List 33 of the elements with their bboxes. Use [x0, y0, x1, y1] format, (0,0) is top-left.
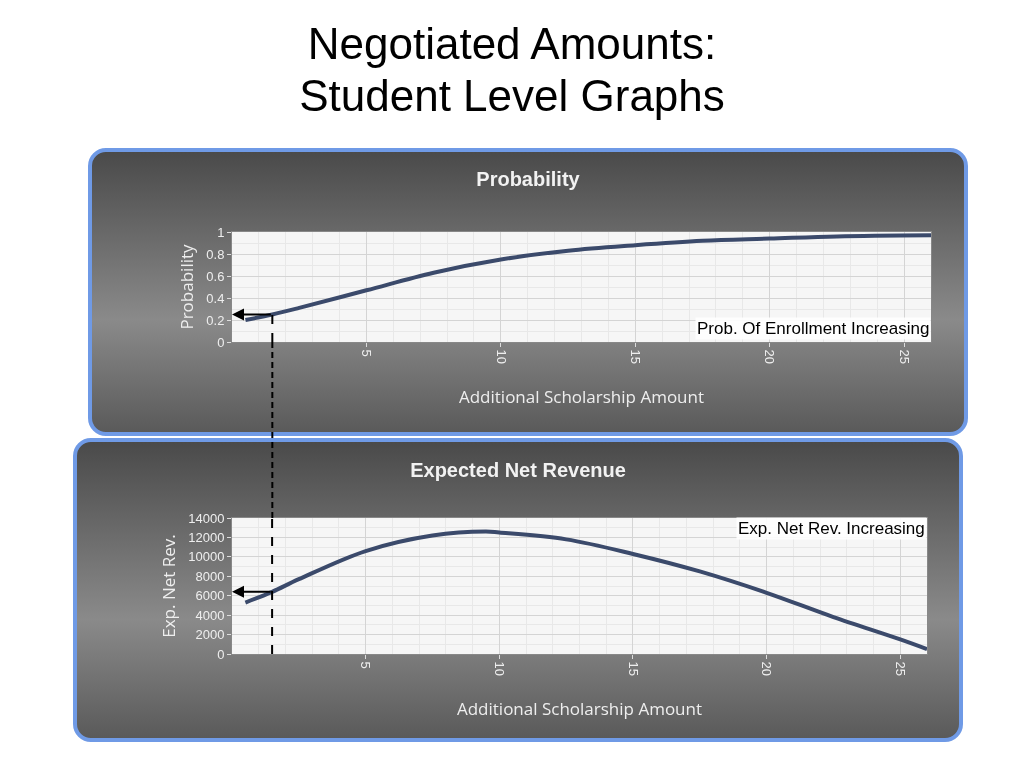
x-axis-title: Additional Scholarship Amount [456, 697, 703, 720]
x-tick-label: 5 [358, 661, 374, 669]
y-tick-label: 4000 [195, 607, 225, 623]
y-tick-label: 12000 [188, 529, 225, 545]
x-tick-label: 15 [625, 661, 641, 677]
y-tick-label: 0.4 [206, 290, 225, 306]
x-tick-label: 25 [893, 661, 909, 677]
x-tick-label: 10 [492, 661, 508, 677]
chart-title: Negotiated Amounts: Student Level Graphs [298, 18, 726, 122]
y-tick-label: 0.6 [206, 268, 225, 284]
y-tick-label: 6000 [195, 588, 225, 604]
chart-title: Expected Net Revenue [410, 458, 626, 481]
x-tick-label: 20 [759, 661, 775, 677]
y-tick-label: 0 [217, 646, 225, 662]
y-tick-label: 2000 [195, 627, 225, 643]
x-tick-label: 20 [762, 349, 778, 365]
x-tick-label: 10 [493, 349, 509, 365]
x-tick-label: 5 [359, 349, 375, 357]
y-tick-label: 0 [217, 334, 225, 350]
y-tick-label: 8000 [195, 568, 225, 584]
y-axis-title: Exp. Net Rev. [156, 534, 180, 638]
y-tick-label: 0.8 [206, 246, 225, 262]
x-tick-label: 15 [628, 349, 644, 365]
y-tick-label: 0.2 [206, 312, 225, 328]
annotation: Prob. Of Enrollment Increasing [697, 319, 930, 338]
annotation: Exp. Net Rev. Increasing [738, 519, 925, 538]
y-tick-label: 10000 [188, 549, 225, 565]
chart-subtitle: Probability [476, 167, 581, 190]
y-tick-label: 14000 [188, 510, 225, 526]
y-axis-title: Probability [174, 243, 198, 330]
x-tick-label: 25 [896, 349, 912, 365]
y-tick-label: 1 [217, 224, 225, 240]
x-axis-title: Additional Scholarship Amount [458, 385, 705, 408]
